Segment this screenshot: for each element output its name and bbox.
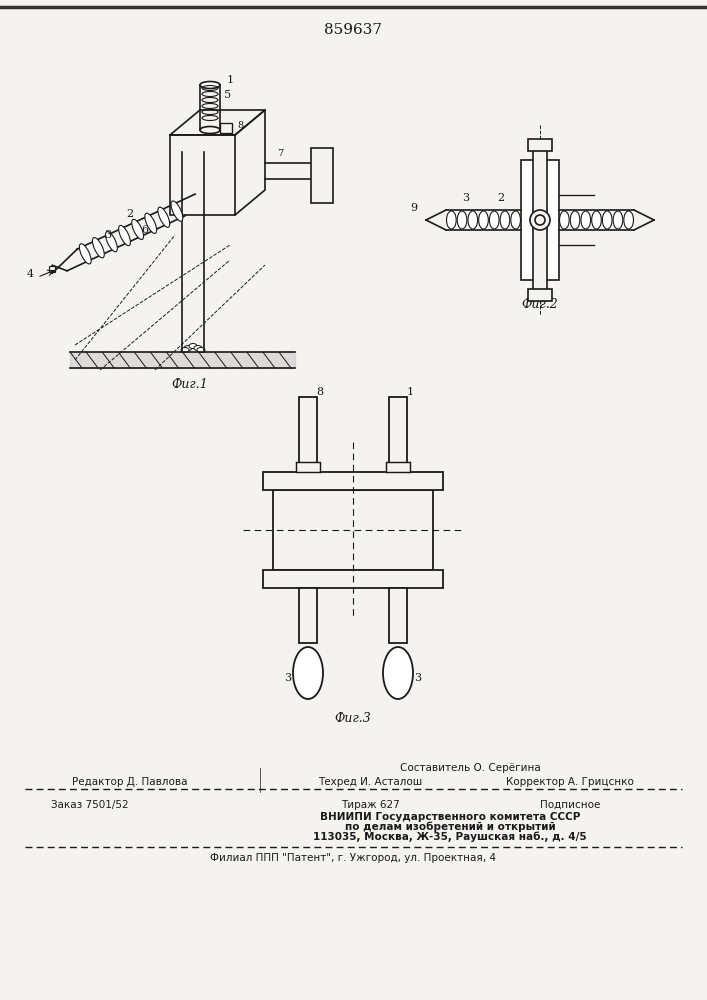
- Text: 3: 3: [104, 230, 111, 240]
- Ellipse shape: [181, 348, 189, 353]
- Text: 8: 8: [237, 120, 243, 129]
- Bar: [389, 588, 407, 643]
- Text: Фиг.1: Фиг.1: [172, 378, 209, 391]
- Text: Корректор А. Грицснко: Корректор А. Грицснко: [506, 777, 634, 787]
- Bar: [528, 289, 552, 301]
- Text: 3: 3: [462, 193, 469, 203]
- Polygon shape: [70, 352, 295, 368]
- Ellipse shape: [489, 211, 499, 229]
- Ellipse shape: [197, 348, 205, 353]
- Ellipse shape: [479, 211, 489, 229]
- Ellipse shape: [559, 211, 569, 229]
- Text: 3: 3: [414, 673, 421, 683]
- Text: Фиг.3: Фиг.3: [334, 712, 371, 724]
- Text: 9: 9: [411, 203, 418, 213]
- Ellipse shape: [79, 244, 91, 264]
- Ellipse shape: [194, 346, 202, 351]
- Bar: [263, 472, 443, 490]
- Text: 859637: 859637: [324, 23, 382, 37]
- Ellipse shape: [105, 232, 117, 252]
- Text: 2: 2: [498, 193, 505, 203]
- Text: ВНИИПИ Государственного комитета СССР: ВНИИПИ Государственного комитета СССР: [320, 812, 580, 822]
- Ellipse shape: [293, 647, 323, 699]
- Ellipse shape: [119, 225, 130, 246]
- Bar: [533, 145, 547, 295]
- Text: Заказ 7501/52: Заказ 7501/52: [51, 800, 129, 810]
- Ellipse shape: [500, 211, 510, 229]
- Text: 1: 1: [407, 387, 414, 397]
- Ellipse shape: [189, 344, 197, 349]
- Text: по делам изобретений и открытий: по делам изобретений и открытий: [344, 822, 556, 832]
- Ellipse shape: [132, 219, 144, 240]
- Bar: [49, 266, 55, 272]
- Ellipse shape: [171, 201, 183, 221]
- Text: Подписное: Подписное: [540, 800, 600, 810]
- Ellipse shape: [602, 211, 612, 229]
- Bar: [299, 588, 317, 643]
- Text: Филиал ППП "Патент", г. Ужгород, ул. Проектная, 4: Филиал ППП "Патент", г. Ужгород, ул. Про…: [210, 853, 496, 863]
- Bar: [389, 397, 407, 472]
- Bar: [528, 139, 552, 151]
- Ellipse shape: [93, 238, 104, 258]
- Text: Фиг.2: Фиг.2: [522, 298, 559, 312]
- Ellipse shape: [200, 82, 220, 89]
- Text: 6: 6: [141, 225, 148, 235]
- Text: 2: 2: [127, 209, 134, 219]
- Bar: [299, 397, 317, 472]
- Bar: [386, 462, 410, 472]
- Text: Техред И. Асталош: Техред И. Асталош: [318, 777, 422, 787]
- Ellipse shape: [511, 211, 520, 229]
- Ellipse shape: [535, 215, 545, 225]
- Text: Тираж 627: Тираж 627: [341, 800, 399, 810]
- Ellipse shape: [581, 211, 590, 229]
- Ellipse shape: [457, 211, 467, 229]
- Bar: [521, 160, 559, 280]
- Ellipse shape: [200, 126, 220, 133]
- Ellipse shape: [184, 346, 192, 351]
- Bar: [220, 123, 232, 133]
- Text: 8: 8: [317, 387, 324, 397]
- Text: 7: 7: [277, 148, 283, 157]
- Bar: [273, 490, 433, 570]
- Ellipse shape: [624, 211, 633, 229]
- Text: 4: 4: [27, 269, 34, 279]
- Ellipse shape: [383, 647, 413, 699]
- Bar: [296, 462, 320, 472]
- Ellipse shape: [145, 213, 157, 233]
- Ellipse shape: [613, 211, 623, 229]
- Ellipse shape: [447, 211, 456, 229]
- Ellipse shape: [592, 211, 602, 229]
- Bar: [311, 148, 333, 203]
- Text: 113035, Москва, Ж-35, Раушская наб., д. 4/5: 113035, Москва, Ж-35, Раушская наб., д. …: [313, 832, 587, 842]
- Ellipse shape: [530, 210, 550, 230]
- Ellipse shape: [158, 207, 170, 227]
- Text: Редактор Д. Павлова: Редактор Д. Павлова: [72, 777, 188, 787]
- Text: 1: 1: [226, 75, 233, 85]
- Bar: [263, 570, 443, 588]
- Text: 3: 3: [284, 673, 291, 683]
- Text: Составитель О. Серёгина: Составитель О. Серёгина: [399, 763, 540, 773]
- Text: 5: 5: [224, 90, 232, 100]
- Ellipse shape: [468, 211, 478, 229]
- Ellipse shape: [571, 211, 580, 229]
